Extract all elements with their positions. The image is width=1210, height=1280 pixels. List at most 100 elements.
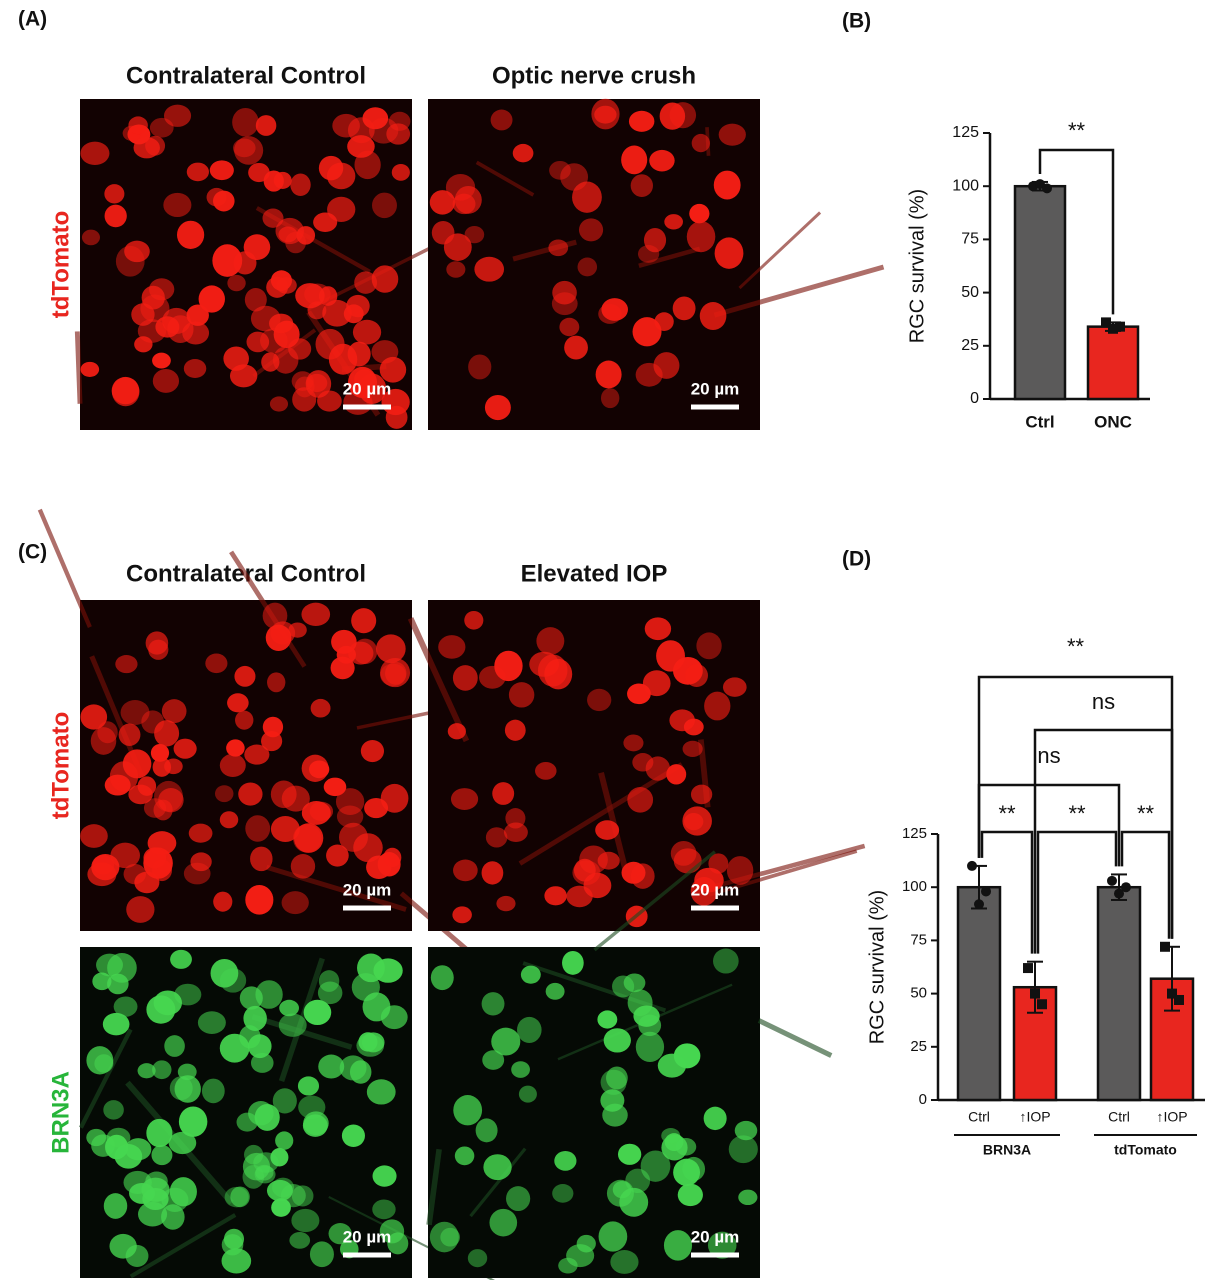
cell (380, 657, 411, 688)
cell (630, 863, 655, 889)
cell (630, 174, 653, 197)
cell (278, 1013, 307, 1037)
cell (86, 1128, 107, 1147)
cell (682, 1156, 706, 1181)
cell (602, 1103, 628, 1127)
cell (598, 1221, 628, 1252)
cell (726, 856, 754, 885)
cell (734, 1120, 758, 1141)
cell (230, 1186, 250, 1208)
cell (496, 895, 516, 912)
cell (265, 624, 292, 652)
micrograph-fiber (713, 264, 885, 318)
cell (430, 965, 454, 991)
cell (559, 317, 580, 337)
cell (169, 1076, 193, 1101)
cell (474, 256, 505, 282)
cell (535, 762, 557, 780)
cell (481, 992, 505, 1016)
cell (508, 682, 535, 708)
cell (669, 102, 697, 129)
cell (512, 143, 534, 163)
cell (178, 1106, 208, 1137)
micrograph: 20 µm (74, 99, 438, 430)
cell (309, 760, 330, 779)
data-point (1114, 888, 1124, 899)
panel-label: (C) (18, 541, 47, 564)
cell (373, 958, 403, 983)
cell (262, 602, 288, 629)
cell (467, 1249, 488, 1268)
cell (484, 394, 511, 421)
cell (595, 360, 622, 389)
x-tick-label: Ctrl (1025, 412, 1054, 431)
cell (379, 356, 407, 383)
cell (234, 665, 256, 687)
cell (330, 656, 355, 680)
cell (289, 1231, 311, 1249)
cell (664, 214, 683, 230)
cell (694, 867, 724, 893)
y-axis-label: RGC survival (%) (866, 890, 888, 1044)
scale-bar-label: 20 µm (343, 1227, 392, 1246)
micrograph-fiber (407, 617, 470, 743)
cell (141, 710, 165, 734)
cell (250, 1052, 274, 1073)
cell (504, 719, 526, 741)
cell (170, 949, 192, 969)
bar (1013, 184, 1067, 401)
cell (327, 196, 356, 222)
cell (464, 610, 484, 630)
cell (663, 1230, 693, 1261)
cell (380, 1005, 408, 1030)
scale-bar-label: 20 µm (343, 880, 392, 899)
cell (704, 691, 731, 721)
cell (349, 1060, 372, 1084)
cell (703, 1106, 727, 1131)
significance-label: ** (1137, 801, 1155, 826)
cell (90, 727, 117, 755)
cell (491, 1027, 521, 1056)
cell (309, 801, 334, 821)
cell (104, 184, 125, 204)
cell (352, 319, 382, 345)
cell (152, 1060, 172, 1080)
cell (272, 346, 299, 374)
micrograph-fiber (78, 1028, 133, 1129)
stain-label: BRN3A (47, 1071, 74, 1154)
cell (552, 1183, 574, 1203)
cell (146, 1118, 173, 1148)
cell (728, 1135, 758, 1164)
significance-bracket (1038, 148, 1115, 315)
cell (354, 150, 381, 180)
cell (293, 823, 324, 853)
cell (115, 245, 145, 277)
y-axis-label: RGC survival (%) (906, 189, 928, 343)
micrograph: 20 µm (428, 98, 885, 430)
cell (354, 369, 376, 390)
cell (485, 827, 508, 848)
cell (232, 107, 259, 137)
cell (691, 133, 711, 153)
data-point (1108, 323, 1118, 334)
cell (307, 301, 327, 320)
cell (104, 204, 127, 228)
cell (454, 1146, 475, 1166)
cell (113, 996, 138, 1017)
group-label: BRN3A (983, 1142, 1031, 1158)
data-point (981, 886, 991, 897)
cell (226, 739, 245, 757)
cell (126, 896, 155, 923)
cell (713, 948, 739, 974)
cell (150, 743, 170, 762)
cell (617, 1143, 642, 1165)
cell (209, 160, 234, 181)
cell (505, 808, 526, 829)
cell (685, 664, 708, 687)
x-tick-label: ↑IOP (1019, 1109, 1050, 1125)
cell (102, 1012, 130, 1036)
cell (107, 952, 137, 983)
scale-bar-label: 20 µm (691, 379, 740, 398)
scale-bar-label: 20 µm (691, 1227, 740, 1246)
bar (1086, 325, 1140, 401)
